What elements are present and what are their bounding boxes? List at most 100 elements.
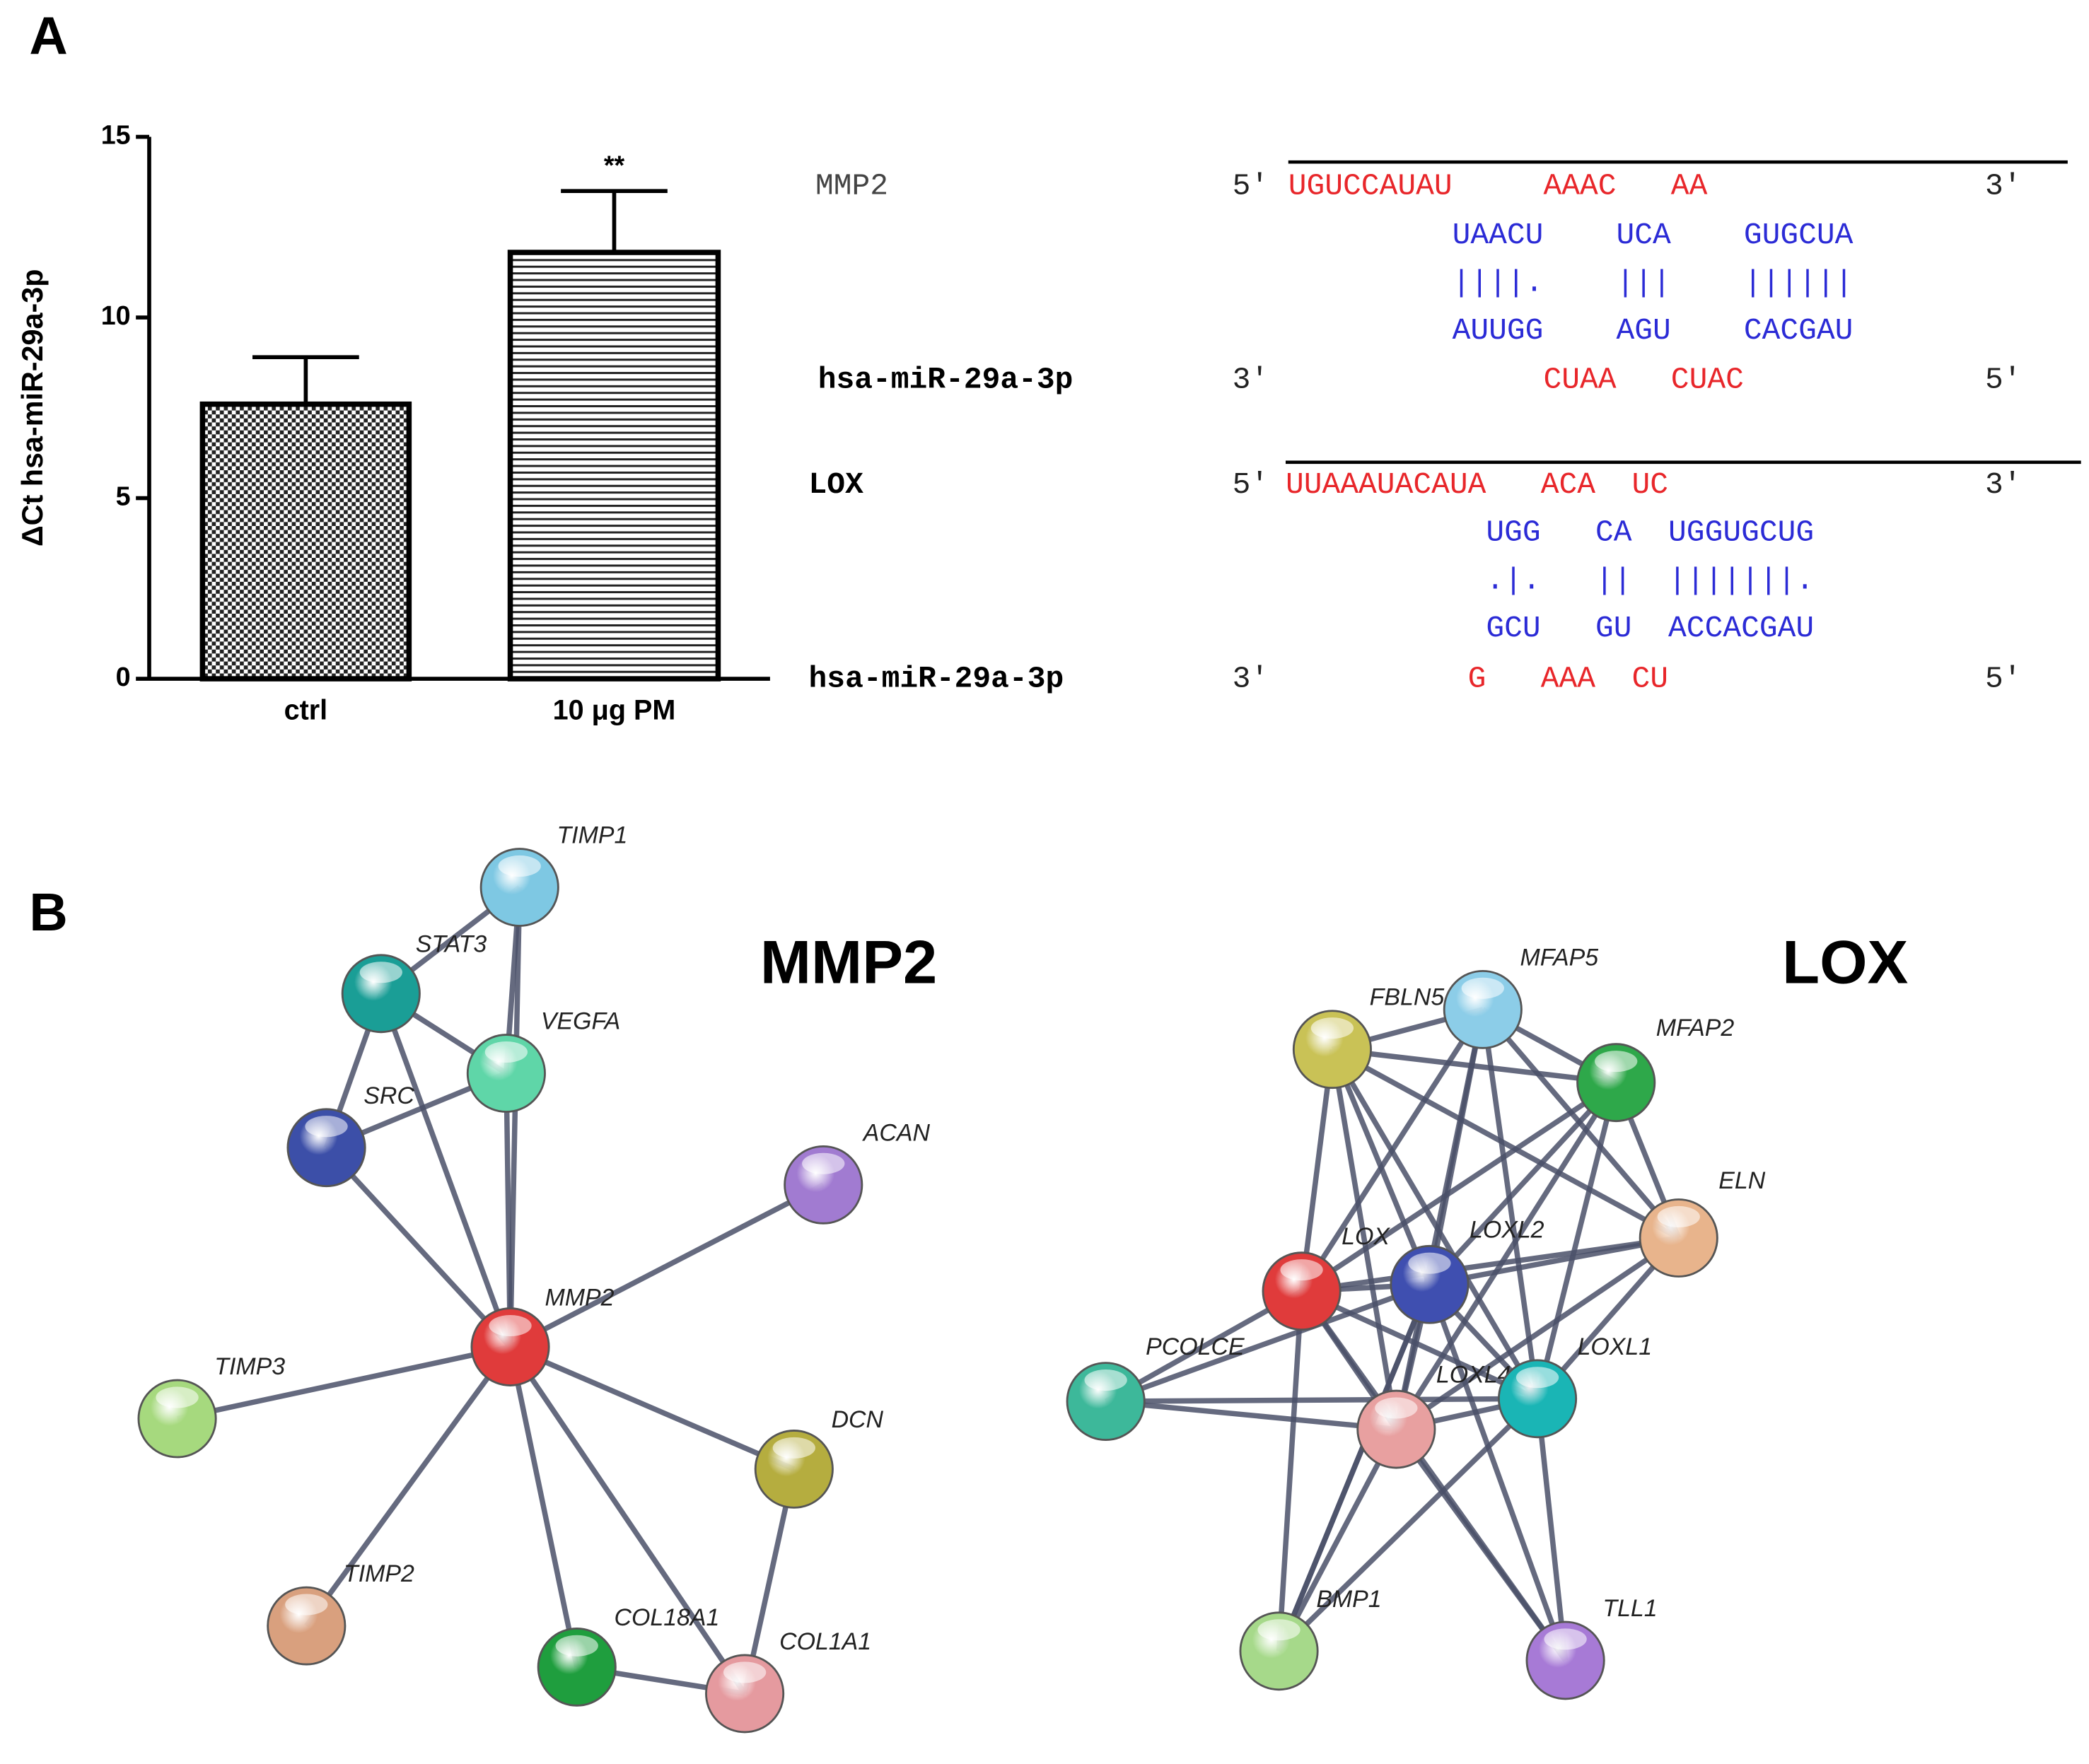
node-label: LOX: [1342, 1223, 1390, 1250]
node-shine: [285, 1594, 328, 1616]
node-shine: [489, 1314, 532, 1337]
end-label: 5': [1985, 363, 2022, 397]
edge: [1300, 1080, 1618, 1294]
target-name: MMP2: [815, 168, 888, 203]
y-tick-label: 10: [101, 300, 131, 330]
edge: [1329, 1048, 1540, 1401]
y-tick-label: 0: [116, 662, 131, 691]
bar: [199, 401, 412, 682]
edge: [378, 993, 513, 1348]
node-label: COL1A1: [779, 1628, 871, 1655]
node-shine: [1515, 1367, 1559, 1389]
edge: [1299, 1007, 1485, 1293]
edge: [507, 1346, 580, 1668]
end-label: 3': [1985, 467, 2022, 502]
edge: [1276, 1427, 1399, 1653]
edge: [1427, 1080, 1618, 1287]
node-label: BMP1: [1316, 1586, 1381, 1613]
alignment-row: ||||. ||| ||||||: [1288, 266, 1854, 300]
bar: [507, 250, 721, 682]
edge: [176, 1344, 511, 1422]
node-label: LOXL1: [1578, 1333, 1653, 1360]
node-label: FBLN5: [1370, 984, 1445, 1011]
node-shine: [1544, 1628, 1587, 1650]
alignment-row: G AAA CU: [1286, 661, 1668, 696]
panel-label: A: [29, 6, 67, 65]
edge: [1329, 1049, 1400, 1430]
edge: [1301, 1235, 1680, 1294]
node-label: COL18A1: [614, 1604, 719, 1631]
mirna-name: hsa-miR-29a-3p: [818, 363, 1073, 397]
y-axis-label: ΔCt hsa-miR-29a-3p: [16, 269, 49, 547]
y-tick-label: 15: [101, 119, 131, 149]
edge: [1426, 1283, 1569, 1661]
alignment-row: AUUGG AGU CACGAU: [1288, 313, 1854, 348]
node-label: STAT3: [416, 931, 487, 958]
alignment-row: GCU GU ACCACGAU: [1286, 611, 1814, 646]
edge: [508, 1182, 825, 1350]
node-label: MMP2: [545, 1284, 615, 1311]
edge: [508, 1345, 747, 1695]
node-shine: [498, 855, 541, 877]
node-label: VEGFA: [541, 1008, 620, 1035]
panel-label: B: [29, 882, 67, 942]
edge: [507, 887, 523, 1348]
node-label: ELN: [1718, 1167, 1766, 1194]
alignment-row: UUAAAUACAUA ACA UC: [1286, 467, 1668, 502]
node-shine: [1408, 1252, 1451, 1274]
edge: [1276, 1290, 1305, 1652]
edge: [1394, 1427, 1568, 1662]
node-label: MFAP5: [1520, 944, 1599, 971]
network-title: MMP2: [760, 929, 937, 997]
node-label: TIMP3: [214, 1353, 285, 1380]
end-label: 5': [1985, 661, 2022, 696]
end-label: 5': [1233, 168, 1269, 203]
edge: [1276, 1283, 1432, 1652]
target-name: LOX: [809, 467, 864, 502]
alignment-row: CUAA CUAC: [1288, 363, 1744, 397]
node-shine: [1461, 977, 1504, 999]
edge: [1535, 1082, 1619, 1400]
alignment-row: UAACU UCA GUGCUA: [1288, 218, 1854, 252]
edge: [1300, 1288, 1539, 1401]
alignment-row: UGUCCAUAU AAAC AA: [1288, 168, 1708, 203]
annotation: **: [604, 150, 625, 180]
node-shine: [1657, 1205, 1700, 1227]
node-shine: [1084, 1369, 1127, 1391]
y-tick-label: 5: [116, 481, 131, 511]
node-label: PCOLCE: [1146, 1333, 1245, 1360]
end-label: 3': [1233, 661, 1269, 696]
node-shine: [1375, 1397, 1418, 1419]
edge: [1105, 1398, 1397, 1432]
node-shine: [1595, 1051, 1638, 1073]
end-label: 3': [1233, 363, 1269, 397]
x-tick-label: ctrl: [284, 694, 328, 725]
node-shine: [484, 1041, 528, 1063]
alignment-row: UGG CA UGGUGCUG: [1286, 515, 1814, 550]
node-shine: [772, 1437, 815, 1459]
edge: [1331, 1046, 1680, 1241]
edge: [1428, 1235, 1680, 1287]
edge: [1535, 1398, 1569, 1661]
node-label: TLL1: [1602, 1595, 1657, 1622]
x-tick-label: 10 μg PM: [553, 694, 676, 725]
edge: [324, 1145, 513, 1349]
edge: [1105, 1396, 1538, 1404]
node-shine: [555, 1635, 598, 1657]
node-label: ACAN: [862, 1119, 931, 1146]
node-shine: [802, 1152, 845, 1174]
alignment-row: .|. || |||||||.: [1286, 563, 1814, 597]
node-shine: [305, 1116, 348, 1138]
node-label: DCN: [832, 1406, 884, 1433]
node-label: SRC: [363, 1082, 414, 1109]
node-label: MFAP2: [1656, 1015, 1735, 1041]
network-title: LOX: [1782, 929, 1908, 997]
node-shine: [723, 1661, 767, 1683]
node-label: TIMP1: [557, 822, 627, 849]
node-shine: [1310, 1017, 1354, 1039]
edge: [1394, 1081, 1619, 1431]
edge: [504, 1073, 513, 1348]
edge: [1105, 1282, 1431, 1404]
